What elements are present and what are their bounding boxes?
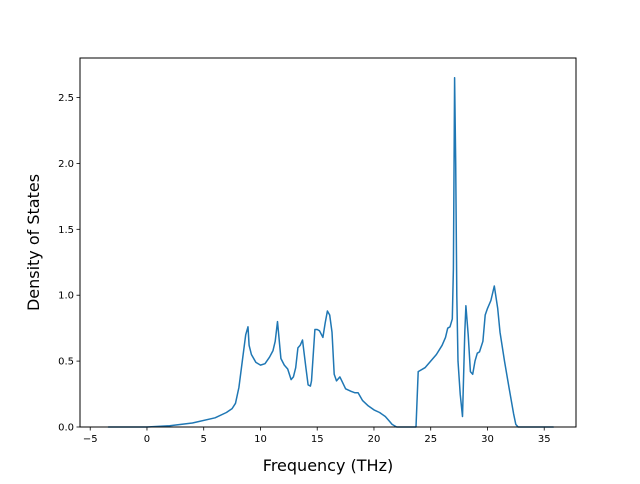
ticks-layer: −5 0 5 10 15 20 25 30 35 0.0 0.5 1.0 1.5 2.0 2.5 <box>58 93 550 445</box>
y-axis-label: Density of States <box>24 174 43 311</box>
y-tick-label: 0.5 <box>58 357 74 368</box>
x-tick-label: 25 <box>424 434 437 445</box>
y-tick-label: 2.0 <box>58 159 74 170</box>
x-tick-label: 15 <box>311 434 324 445</box>
x-tick-label: 0 <box>144 434 150 445</box>
x-tick-label: 10 <box>254 434 267 445</box>
y-tick-label: 1.0 <box>58 291 74 302</box>
dos-series-line <box>107 77 555 428</box>
x-tick-label: −5 <box>83 434 98 445</box>
y-tick-label: 0.0 <box>58 423 74 434</box>
x-axis-label: Frequency (THz) <box>263 456 393 475</box>
x-tick-label: 30 <box>481 434 494 445</box>
y-tick-label: 1.5 <box>58 225 74 236</box>
series-layer <box>107 77 555 428</box>
x-tick-label: 5 <box>201 434 207 445</box>
x-tick-label: 35 <box>538 434 551 445</box>
y-tick-label: 2.5 <box>58 93 74 104</box>
x-tick-label: 20 <box>368 434 381 445</box>
plot-frame <box>79 57 577 428</box>
